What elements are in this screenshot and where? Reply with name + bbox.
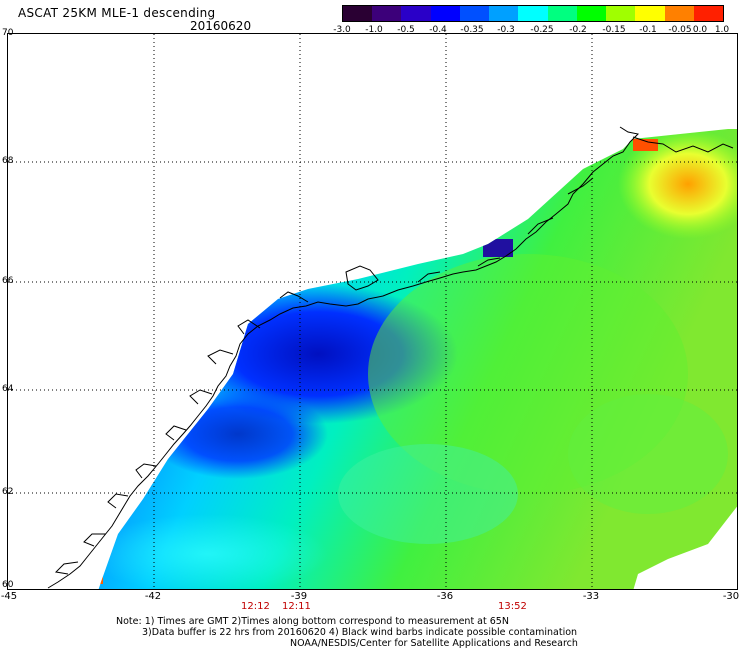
color-scale-segment [372, 6, 402, 21]
lat-label: 70 [2, 28, 14, 38]
scale-label: -0.2 [569, 25, 587, 35]
color-scale-segment [401, 6, 431, 21]
scale-label: -0.25 [530, 25, 554, 35]
scale-label: 1.0 [714, 25, 730, 35]
scale-label: 0.0 [692, 25, 708, 35]
scale-label: -1.0 [365, 25, 383, 35]
scale-label: -3.0 [333, 25, 351, 35]
pass-time-label: 12:11 [282, 601, 311, 612]
pass-time-label: 13:52 [498, 601, 527, 612]
pass-time-label: 12:12 [241, 601, 270, 612]
color-scale-segment [343, 6, 373, 21]
color-scale-segment [606, 6, 636, 21]
greenland-coastline [47, 126, 734, 589]
scale-label: -0.5 [397, 25, 415, 35]
color-scale-bar [342, 5, 724, 22]
color-scale-segment [518, 6, 548, 21]
scale-label: -0.1 [639, 25, 657, 35]
lat-label: 64 [2, 384, 14, 394]
scale-label: -0.05 [668, 25, 692, 35]
color-scale-segment [693, 6, 724, 21]
note-line-3: NOAA/NESDIS/Center for Satellite Applica… [290, 638, 578, 649]
satellite-map [7, 33, 738, 590]
product-title: ASCAT 25KM MLE-1 descending [18, 6, 216, 20]
product-date: 20160620 [190, 19, 252, 33]
lon-label: -45 [0, 591, 18, 602]
lat-label: 66 [2, 276, 14, 286]
color-scale-segment [547, 6, 577, 21]
lat-label: 62 [2, 487, 14, 497]
scale-label: -0.4 [429, 25, 447, 35]
map-canvas [8, 34, 737, 589]
color-scale-segment [664, 6, 694, 21]
color-scale-segment [459, 6, 490, 21]
scale-label: -0.15 [602, 25, 626, 35]
lon-label: -33 [582, 591, 600, 602]
color-scale-segment [576, 6, 607, 21]
scale-label: -0.35 [460, 25, 484, 35]
note-line-1: Note: 1) Times are GMT 2)Times along bot… [116, 616, 509, 627]
lon-label: -36 [436, 591, 454, 602]
color-scale-segment [430, 6, 460, 21]
lat-lon-grid [8, 34, 737, 589]
lat-label: 60 [2, 580, 14, 590]
scale-label: -0.3 [497, 25, 515, 35]
color-scale-segment [489, 6, 519, 21]
lon-label: -42 [144, 591, 162, 602]
note-line-2: 3)Data buffer is 22 hrs from 20160620 4)… [142, 627, 578, 638]
color-scale-labels: -3.0 -1.0 -0.5 -0.4 -0.35 -0.3 -0.25 -0.… [330, 25, 740, 37]
lon-label: -30 [722, 591, 740, 602]
lon-label: -39 [290, 591, 308, 602]
color-scale-segment [635, 6, 665, 21]
lat-label: 68 [2, 156, 14, 166]
wind-data-swath [98, 129, 737, 589]
